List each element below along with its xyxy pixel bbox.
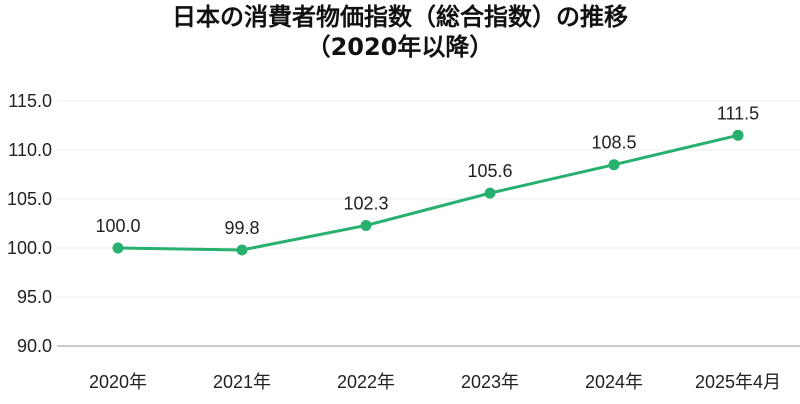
data-point [732, 129, 744, 141]
y-tick-label: 115.0 [8, 91, 52, 111]
data-point [236, 244, 248, 256]
data-label: 102.3 [343, 193, 388, 213]
x-tick-label: 2025年4月 [695, 372, 781, 392]
y-tick-label: 105.0 [7, 189, 52, 209]
data-label: 111.5 [717, 103, 759, 123]
title-line-2: （2020年以降） [306, 33, 494, 61]
x-tick-label: 2020年 [89, 372, 147, 392]
data-label: 99.8 [224, 218, 259, 238]
x-tick-label: 2023年 [461, 372, 519, 392]
data-point [484, 187, 496, 199]
data-label: 105.6 [467, 161, 512, 181]
series-line [117, 133, 739, 252]
y-tick-label: 110.0 [8, 140, 52, 160]
y-tick-label: 100.0 [7, 238, 52, 258]
x-tick-label: 2024年 [585, 372, 643, 392]
title-line-1: 日本の消費者物価指数（総合指数）の推移 [172, 3, 628, 31]
data-point [360, 219, 372, 231]
data-label: 100.0 [95, 216, 140, 236]
data-point [112, 242, 124, 254]
y-tick-label: 90.0 [17, 336, 52, 356]
data-label: 108.5 [591, 133, 636, 153]
data-point [608, 159, 620, 171]
x-tick-label: 2021年 [213, 372, 271, 392]
x-tick-label: 2022年 [337, 372, 395, 392]
chart-title: 日本の消費者物価指数（総合指数）の推移 （2020年以降） [0, 2, 800, 62]
y-tick-label: 95.0 [17, 287, 52, 307]
